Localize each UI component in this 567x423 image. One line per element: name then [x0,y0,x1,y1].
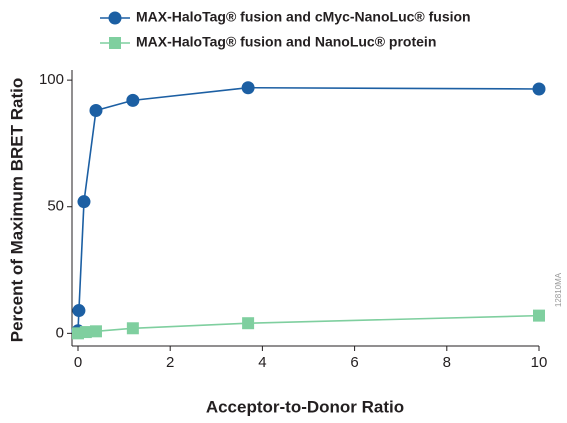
legend-label: MAX-HaloTag® fusion and NanoLuc® protein [136,34,436,50]
legend-marker [109,37,121,49]
y-tick-label: 100 [39,71,64,88]
marker [72,304,86,318]
x-tick-label: 2 [166,354,174,371]
y-tick-label: 0 [56,324,64,341]
marker [126,93,140,107]
series-line [77,86,540,331]
marker [126,322,139,335]
legend-label: MAX-HaloTag® fusion and cMyc-NanoLuc® fu… [136,9,471,25]
marker [79,326,92,339]
x-tick-label: 4 [258,354,266,371]
marker [242,317,255,330]
x-tick-label: 6 [350,354,358,371]
marker [532,82,546,96]
y-tick-label: 50 [47,198,64,215]
x-tick-label: 0 [74,354,82,371]
series-line [77,314,540,335]
x-axis-label: Acceptor-to-Donor Ratio [206,397,404,416]
x-tick-label: 8 [443,354,451,371]
x-tick-label: 10 [531,354,548,371]
watermark: 12810MA [554,272,563,307]
marker [89,325,102,338]
y-axis-label: Percent of Maximum BRET Ratio [7,78,26,343]
marker [241,81,255,95]
legend-marker [108,11,122,25]
marker [89,104,103,118]
marker [533,309,545,322]
marker [77,195,91,209]
